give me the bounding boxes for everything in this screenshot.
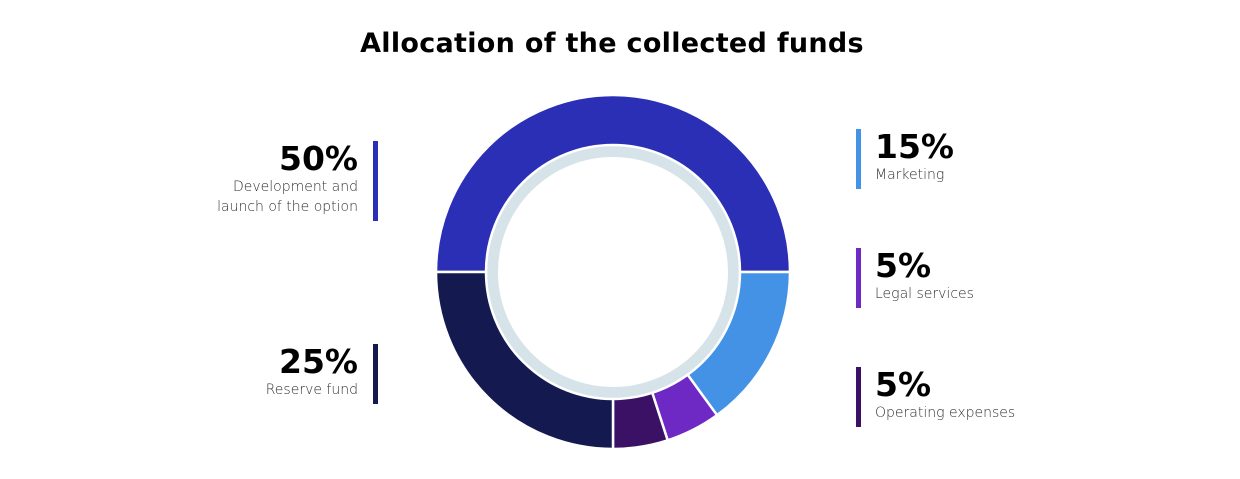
value-label: 50% — [279, 139, 358, 178]
value-label: 25% — [279, 342, 358, 381]
value-label: 15% — [875, 127, 954, 166]
legend-label: Development and launch of the option — [217, 179, 358, 215]
legend-item: 5% Operating expenses — [856, 365, 1095, 427]
legend-swatch — [856, 129, 861, 189]
legend-label: Marketing — [875, 167, 945, 183]
donut-segment — [434, 270, 615, 451]
legend-swatch — [856, 248, 861, 308]
legend-swatch — [373, 344, 378, 404]
donut-segment — [434, 93, 792, 274]
legend-item: 25% Reserve fund — [188, 342, 378, 404]
legend-label: Operating expenses — [875, 405, 1016, 421]
value-label: 5% — [875, 365, 932, 404]
legend-label: Reserve fund — [265, 382, 358, 398]
legend-item: 15% Marketing — [856, 127, 1095, 189]
chart-title: Allocation of the collected funds — [360, 28, 864, 59]
legend-item: 5% Legal services — [856, 246, 1095, 308]
legend-item: 50% Development and launch of the option — [188, 139, 378, 221]
legend-swatch — [373, 141, 378, 221]
legend-swatch — [856, 367, 861, 427]
value-label: 5% — [875, 246, 932, 285]
legend-label: Legal services — [875, 286, 974, 302]
inner-ring — [486, 145, 740, 399]
